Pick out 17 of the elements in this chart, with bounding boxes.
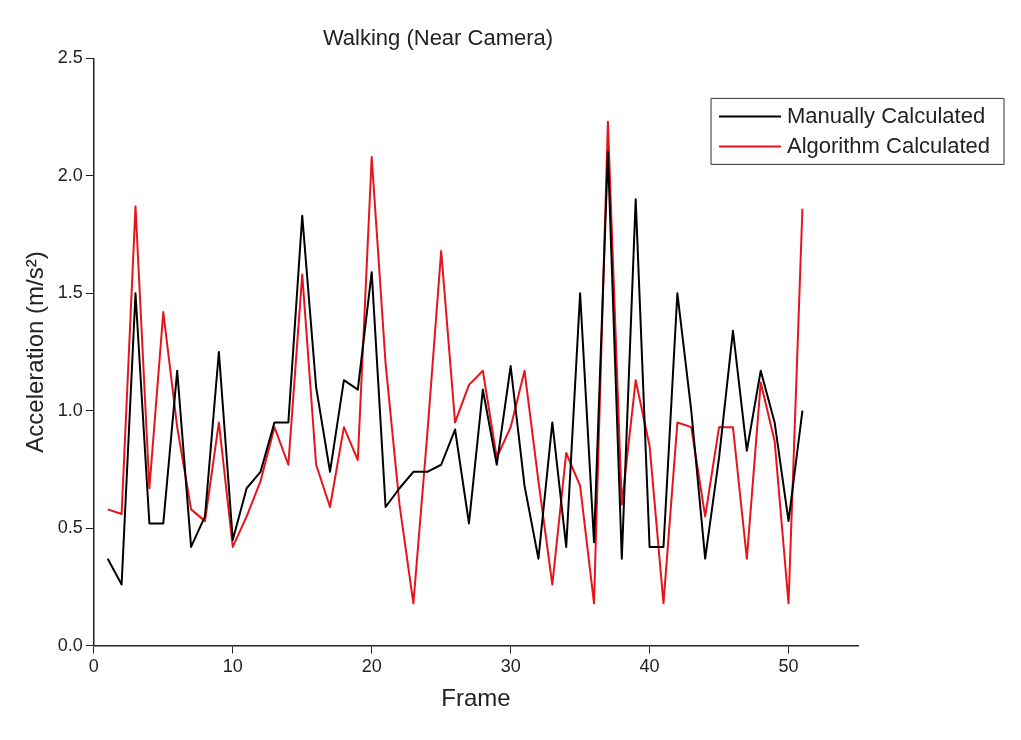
x-tick-label: 40 — [639, 656, 660, 677]
x-tick-label: 0 — [88, 656, 99, 677]
y-tick-label: 2.5 — [57, 47, 83, 68]
x-axis-title: Frame — [441, 684, 511, 712]
chart-title: Walking (Near Camera) — [322, 25, 554, 51]
x-tick-label: 30 — [500, 656, 521, 677]
x-tick-label: 10 — [222, 656, 243, 677]
y-tick-label: 2.0 — [57, 164, 83, 185]
y-axis-title: Acceleration (m/s²) — [21, 251, 49, 453]
y-tick-label: 0.0 — [57, 634, 83, 655]
y-tick-label: 1.0 — [57, 399, 83, 420]
legend-label: Algorithm Calculated — [787, 133, 990, 159]
y-tick-label: 1.5 — [57, 282, 83, 303]
x-tick-label: 50 — [778, 656, 799, 677]
legend-label: Manually Calculated — [787, 103, 986, 129]
y-tick-label: 0.5 — [57, 517, 83, 538]
x-tick-label: 20 — [361, 656, 382, 677]
